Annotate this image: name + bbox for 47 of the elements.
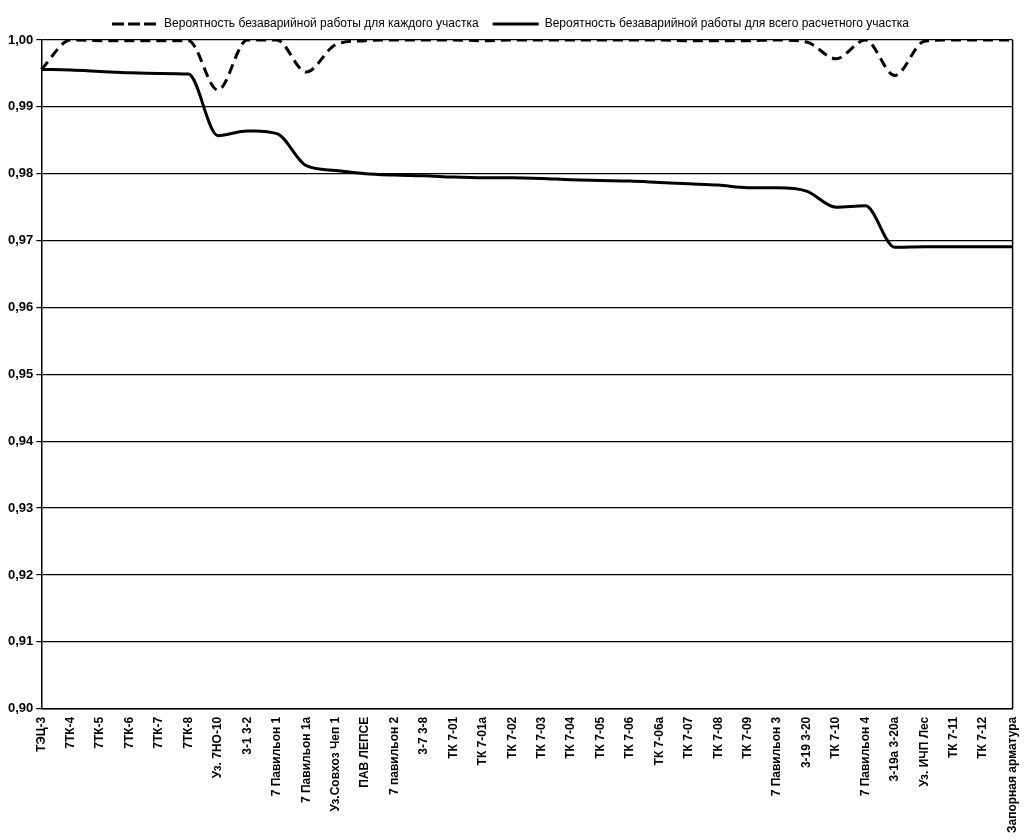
legend-label: Вероятность безаварийной работы для всего расчетного участка bbox=[544, 16, 910, 31]
y-tick-label: 0,91 bbox=[7, 633, 34, 649]
y-tick-label: 0,95 bbox=[7, 365, 34, 381]
y-tick-label: 0,98 bbox=[7, 165, 34, 181]
y-tick-label: 0,92 bbox=[7, 566, 34, 582]
y-tick-label: 0,99 bbox=[7, 98, 34, 114]
x-tick-label: 7 павильон 2 bbox=[386, 716, 401, 795]
y-tick-label: 0,94 bbox=[7, 432, 35, 448]
x-tick-label: 7ТК-8 bbox=[180, 716, 195, 749]
x-tick-label: 7ТК-5 bbox=[92, 716, 107, 749]
x-tick-label: ТК 7-06 bbox=[622, 716, 637, 759]
x-tick-label: ТК 7-09 bbox=[740, 716, 755, 759]
x-tick-label: 7ТК-4 bbox=[63, 716, 78, 749]
x-tick-label: Уз. ИЧП Лес bbox=[916, 716, 931, 787]
x-tick-label: ТК 7-10 bbox=[828, 716, 843, 759]
x-tick-label: Запорная арматура bbox=[1004, 716, 1019, 834]
x-tick-label: ТК 7-01а bbox=[475, 716, 490, 766]
x-tick-label: 7 Павильон 1 bbox=[269, 716, 284, 797]
y-tick-label: 0,96 bbox=[7, 299, 34, 315]
y-tick-label: 0,93 bbox=[7, 499, 34, 515]
legend-label: Вероятность безаварийной работы для каждого участка bbox=[164, 16, 479, 31]
y-tick-label: 0,90 bbox=[7, 700, 34, 716]
x-tick-label: ТК 7-02 bbox=[504, 716, 519, 759]
x-tick-label: ТК 7-04 bbox=[563, 716, 578, 759]
x-tick-label: 3-1 3-2 bbox=[239, 716, 254, 755]
x-tick-label: ТК 7-03 bbox=[533, 716, 548, 759]
x-tick-label: 7ТК-6 bbox=[121, 716, 136, 749]
x-tick-label: Уз.Совхоз Чеп 1 bbox=[327, 716, 342, 812]
x-tick-label: 7 Павильон 1а bbox=[298, 716, 313, 804]
x-tick-label: ТК 7-12 bbox=[975, 716, 990, 759]
x-tick-label: ТЭЦ-3 bbox=[33, 716, 48, 753]
x-tick-label: ТК 7-07 bbox=[681, 716, 696, 759]
x-tick-label: 3-19а 3-20а bbox=[887, 716, 902, 782]
x-tick-label: ПАВ ЛЕПСЕ bbox=[357, 716, 372, 788]
x-tick-label: ТК 7-01 bbox=[445, 716, 460, 759]
x-tick-label: 7 Павильон 3 bbox=[769, 716, 784, 797]
y-tick-label: 1,00 bbox=[7, 31, 34, 47]
y-tick-label: 0,97 bbox=[7, 232, 34, 248]
x-tick-label: Уз. 7НО-10 bbox=[210, 716, 225, 779]
x-tick-label: 7ТК-7 bbox=[151, 716, 166, 749]
x-tick-label: 3-7 3-8 bbox=[416, 716, 431, 755]
x-tick-label: ТК 7-08 bbox=[710, 716, 725, 759]
x-tick-label: ТК 7-06а bbox=[651, 716, 666, 766]
x-tick-label: 7 Павильон 4 bbox=[857, 716, 872, 797]
x-tick-label: ТК 7-05 bbox=[592, 716, 607, 759]
x-tick-label: ТК 7-11 bbox=[946, 716, 961, 759]
x-tick-label: 3-19 3-20 bbox=[798, 716, 813, 769]
